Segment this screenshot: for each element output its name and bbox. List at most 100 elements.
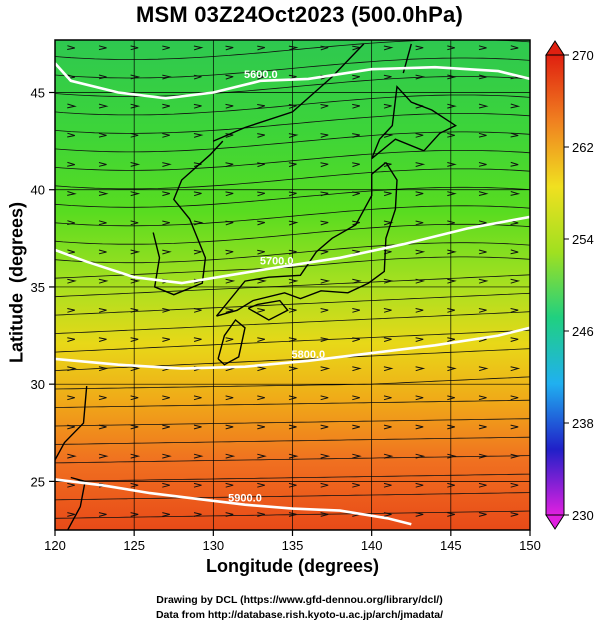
colorbar-tick-label: 230 <box>572 508 594 523</box>
flow-arrow <box>130 249 141 255</box>
flow-arrow <box>225 249 234 255</box>
flow-arrow <box>225 162 234 168</box>
y-tick-label: 40 <box>31 183 45 198</box>
flow-arrow <box>415 220 424 226</box>
flow-arrow <box>447 337 455 342</box>
flow-arrow <box>257 74 265 80</box>
flow-arrow <box>352 366 362 372</box>
contour-label: 5900.0 <box>228 493 262 505</box>
colorbar-tick-label: 254 <box>572 232 594 247</box>
flow-arrow <box>130 278 141 284</box>
colorbar <box>545 54 565 516</box>
flow-arrow <box>288 512 297 517</box>
streamline <box>55 150 530 171</box>
flow-arrow <box>98 103 109 109</box>
flow-arrow <box>257 220 265 226</box>
flow-arrow <box>257 482 265 488</box>
flow-arrow <box>320 366 331 372</box>
flow-arrow <box>98 337 107 342</box>
flow-arrow <box>288 482 297 488</box>
streamline <box>55 168 530 190</box>
contour-label: 5600.0 <box>244 69 278 81</box>
flow-arrow <box>383 103 392 109</box>
flow-arrow <box>447 162 457 167</box>
flow-arrow <box>510 482 519 488</box>
flow-arrow <box>447 74 457 80</box>
x-tick-label: 135 <box>282 538 304 553</box>
flow-arrow <box>510 512 519 517</box>
flow-arrow <box>162 74 172 80</box>
flow-arrow <box>288 395 297 401</box>
flow-arrow <box>67 308 75 313</box>
flow-arrow <box>510 453 521 459</box>
flow-arrow <box>130 453 141 459</box>
flow-arrow <box>447 132 455 138</box>
flow-arrow <box>67 366 77 372</box>
flow-arrow <box>510 103 521 109</box>
flow-arrow <box>257 337 265 342</box>
flow-arrow <box>225 220 234 226</box>
flow-arrow <box>130 220 139 226</box>
flow-arrow <box>193 249 202 255</box>
contour-label: 5800.0 <box>292 349 326 361</box>
flow-arrow <box>193 395 202 401</box>
flow-arrow <box>320 278 331 284</box>
flow-arrow <box>447 395 455 401</box>
flow-arrow <box>257 308 265 313</box>
flow-arrow <box>320 453 331 459</box>
flow-arrow <box>130 74 141 80</box>
flow-arrow <box>383 482 392 488</box>
flow-arrow <box>415 133 424 138</box>
flow-arrow <box>162 453 172 459</box>
flow-arrow <box>130 191 141 197</box>
coastline <box>67 476 86 530</box>
credit-drawing: Drawing by DCL (https://www.gfd-dennou.o… <box>156 594 443 606</box>
flow-arrow <box>193 45 204 51</box>
plot-content: 5600.0 5700.0 5800.0 5900.0 <box>55 40 530 530</box>
flow-arrow <box>447 453 457 459</box>
flow-arrow <box>98 191 109 196</box>
colorbar-top-arrow <box>545 40 565 56</box>
flow-arrow <box>352 424 360 430</box>
flow-arrow <box>415 482 424 488</box>
flow-arrow <box>320 220 329 226</box>
flow-arrow <box>447 249 457 255</box>
flow-arrow <box>415 162 426 167</box>
flow-arrow <box>510 132 519 138</box>
flow-arrow <box>447 366 457 372</box>
x-tick-label: 145 <box>440 538 462 553</box>
flow-arrow <box>447 482 455 488</box>
colorbar-tick-label: 262 <box>572 140 594 155</box>
flow-arrow <box>98 132 107 138</box>
flow-arrow <box>320 512 329 517</box>
flow-arrow <box>478 74 487 80</box>
streamline <box>55 311 530 334</box>
flow-arrow <box>383 74 392 80</box>
flow-arrow <box>478 132 487 138</box>
flow-arrow <box>478 45 487 51</box>
streamline <box>55 131 530 153</box>
flow-arrow <box>257 278 267 284</box>
flow-arrow <box>415 453 426 459</box>
flow-arrow <box>130 395 139 401</box>
flow-arrow <box>130 162 141 167</box>
flow-arrow <box>510 249 519 255</box>
flow-arrow <box>478 191 489 196</box>
streamline <box>55 436 530 445</box>
flow-arrow <box>383 45 394 51</box>
flow-arrow <box>225 482 234 488</box>
flow-arrow <box>98 278 109 284</box>
x-tick-label: 125 <box>123 538 145 553</box>
flow-arrow <box>98 308 107 313</box>
flow-arrow <box>383 133 394 138</box>
flow-arrow <box>67 191 77 196</box>
flow-arrow <box>510 308 519 313</box>
flow-arrow <box>98 162 107 167</box>
flow-arrow <box>162 424 170 430</box>
flow-arrow <box>67 453 77 459</box>
flow-arrow <box>510 191 521 196</box>
flow-arrow <box>352 453 362 459</box>
flow-arrow <box>352 162 360 168</box>
flow-arrow <box>67 337 75 342</box>
flow-arrow <box>193 220 204 226</box>
